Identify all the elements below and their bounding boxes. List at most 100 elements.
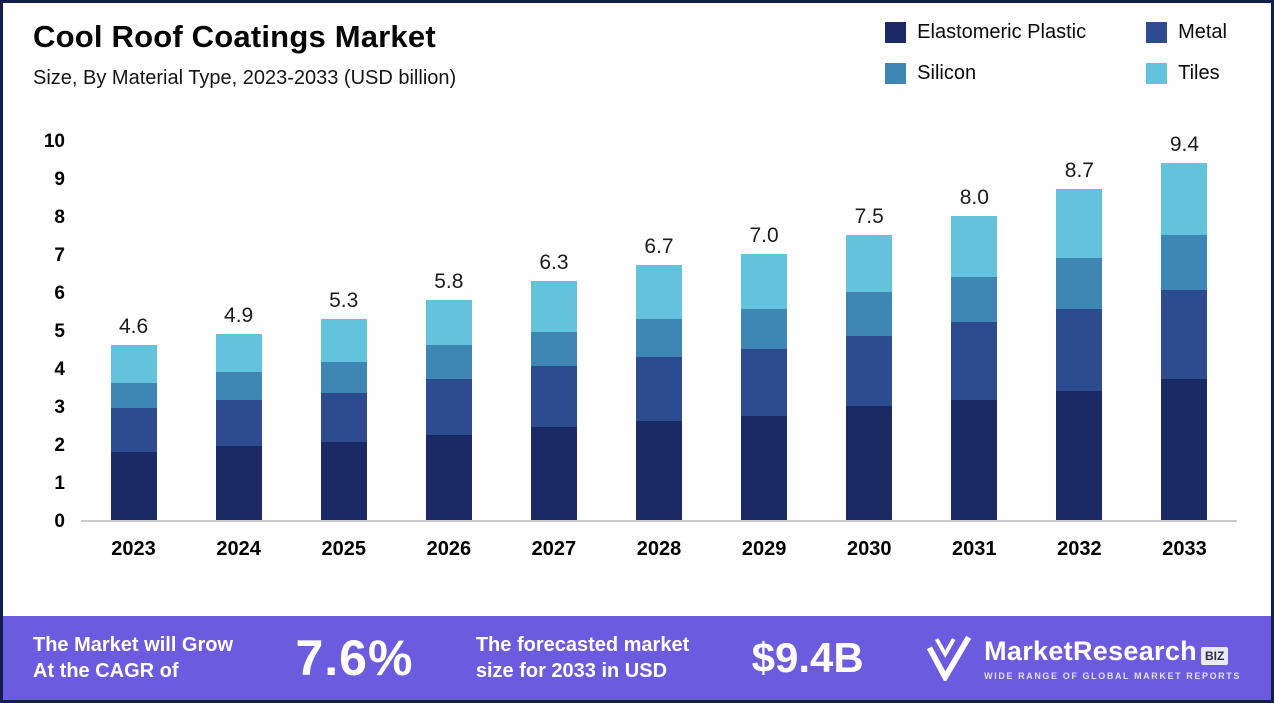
y-tick-label: 0 <box>54 511 65 532</box>
x-tick-label: 2024 <box>216 538 261 560</box>
y-tick-label: 7 <box>54 245 65 266</box>
bar-total-label: 5.8 <box>434 269 464 293</box>
bar-stack <box>530 280 577 520</box>
y-tick-label: 8 <box>54 207 65 228</box>
bar-group-2033: 9.4 <box>1132 133 1237 520</box>
bar-group-2027: 6.3 <box>501 251 606 520</box>
brand-text: MarketResearch BIZ WIDE RANGE OF GLOBAL … <box>984 636 1241 681</box>
bar-segment-elastomeric-plastic <box>425 434 472 520</box>
y-tick-label: 1 <box>54 473 65 494</box>
footer-banner: The Market will Grow At the CAGR of 7.6%… <box>3 616 1271 700</box>
x-tick-label: 2027 <box>531 538 577 560</box>
checkmark-icon <box>927 635 972 681</box>
bar-total-label: 8.7 <box>1064 159 1094 183</box>
legend-label: Tiles <box>1178 62 1220 84</box>
bar-segment-elastomeric-plastic <box>741 415 788 520</box>
bar-stack <box>320 318 367 520</box>
bar-stack <box>1056 189 1103 520</box>
bar-segment-elastomeric-plastic <box>1056 390 1103 520</box>
bar-segment-silicon <box>636 318 683 357</box>
chart-header: Cool Roof Coatings Market Size, By Mater… <box>3 3 1271 90</box>
bar-segment-metal <box>530 366 577 427</box>
y-tick-label: 3 <box>54 397 65 418</box>
chart-subtitle: Size, By Material Type, 2023-2033 (USD b… <box>33 67 457 89</box>
bar-segment-silicon <box>951 276 998 323</box>
bar-segment-silicon <box>741 309 788 349</box>
bar-segment-elastomeric-plastic <box>951 400 998 520</box>
bars-wrap: 4.6 4.9 5.3 5.8 6.3 6.7 7.0 7.5 8.0 8.7 9.4 2023 20… <box>81 120 1237 561</box>
bar-total-label: 8.0 <box>959 186 989 210</box>
forecast-value: $9.4B <box>751 634 864 681</box>
bar-segment-metal <box>1056 309 1103 391</box>
x-tick-label: 2025 <box>321 538 366 560</box>
cagr-value: 7.6% <box>295 630 414 686</box>
legend-item-silicon: Silicon <box>885 62 1086 85</box>
legend-swatch-tiles <box>1146 63 1168 84</box>
x-tick-label: 2030 <box>846 538 892 560</box>
bar-segment-silicon <box>846 292 893 336</box>
y-tick-label: 6 <box>54 283 65 304</box>
forecast-label: The forecasted market size for 2033 in U… <box>475 634 690 682</box>
chart-title: Cool Roof Coatings Market <box>33 19 436 54</box>
bar-stack <box>110 345 157 520</box>
legend-swatch-silicon <box>885 63 907 84</box>
bar-segment-elastomeric-plastic <box>110 451 157 520</box>
biz-badge: BIZ <box>1200 646 1229 665</box>
bar-segment-tiles <box>215 333 262 372</box>
bar-segment-elastomeric-plastic <box>215 445 262 520</box>
bar-group-2025: 5.3 <box>291 289 396 520</box>
bar-segment-tiles <box>741 254 788 310</box>
bar-total-label: 4.9 <box>224 303 254 327</box>
legend-label: Metal <box>1178 21 1227 43</box>
bar-group-2030: 7.5 <box>817 205 922 520</box>
bar-stack <box>425 299 472 520</box>
bar-group-2032: 8.7 <box>1027 159 1132 520</box>
bar-segment-metal <box>636 356 683 422</box>
brand-logo: MarketResearch BIZ WIDE RANGE OF GLOBAL … <box>926 635 1241 681</box>
bar-segment-tiles <box>1161 162 1208 236</box>
bar-segment-metal <box>320 392 367 443</box>
bar-segment-silicon <box>425 345 472 380</box>
title-block: Cool Roof Coatings Market Size, By Mater… <box>33 19 456 90</box>
y-tick-label: 10 <box>43 131 65 152</box>
bar-group-2029: 7.0 <box>712 224 817 520</box>
x-tick-label: 2031 <box>952 538 997 560</box>
bar-total-label: 6.3 <box>539 250 569 274</box>
bar-group-2031: 8.0 <box>922 186 1027 520</box>
bar-segment-elastomeric-plastic <box>846 406 893 520</box>
bar-segment-tiles <box>636 265 683 319</box>
bar-segment-silicon <box>1056 257 1103 310</box>
bar-segment-metal <box>1161 290 1208 380</box>
bar-segment-elastomeric-plastic <box>1161 379 1208 520</box>
brand-name-row: MarketResearch BIZ <box>984 635 1229 667</box>
bar-stack <box>636 265 683 520</box>
x-tick-label: 2032 <box>1057 538 1102 560</box>
bar-segment-metal <box>425 379 472 435</box>
bar-segment-elastomeric-plastic <box>530 426 577 520</box>
bar-stack <box>215 333 262 520</box>
bar-segment-tiles <box>110 345 157 384</box>
bar-segment-tiles <box>530 280 577 332</box>
bar-segment-metal <box>110 407 157 452</box>
legend-item-elastomeric-plastic: Elastomeric Plastic <box>885 21 1086 44</box>
bar-segment-silicon <box>215 371 262 401</box>
y-tick-label: 4 <box>54 359 65 380</box>
x-axis: 2023 2024 2025 2026 2027 2028 2029 2030 2031 2032… <box>81 538 1237 561</box>
bar-stack <box>1161 162 1208 520</box>
bar-stack <box>846 235 893 520</box>
bar-stack <box>951 216 998 520</box>
legend-item-tiles: Tiles <box>1146 62 1227 85</box>
y-tick-label: 2 <box>54 435 65 456</box>
cagr-label: The Market will Grow At the CAGR of <box>33 634 234 682</box>
bar-total-label: 7.0 <box>749 224 779 248</box>
legend-label: Elastomeric Plastic <box>917 21 1087 43</box>
bar-segment-tiles <box>320 318 367 363</box>
bar-segment-tiles <box>425 299 472 346</box>
bar-segment-metal <box>741 349 788 416</box>
bar-total-label: 5.3 <box>329 288 359 312</box>
x-tick-label: 2026 <box>426 538 472 560</box>
brand-name: MarketResearch <box>984 635 1197 666</box>
bar-group-2023: 4.6 <box>81 315 186 520</box>
bars: 4.6 4.9 5.3 5.8 6.3 6.7 7.0 7.5 8.0 8.7 9.4 <box>81 133 1237 522</box>
